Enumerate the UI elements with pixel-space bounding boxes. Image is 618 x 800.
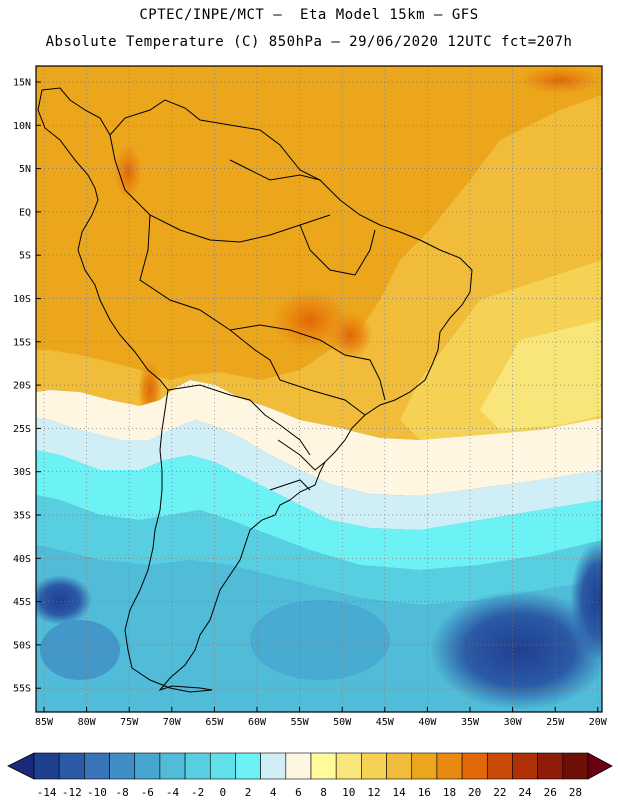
colorbar: -14 -12 -10 -8 -6 -4 -2 0 2 4 6 8 10 12 14 16 18 20 22 24 26… (7, 752, 613, 799)
colorbar-label: -10 (87, 786, 107, 799)
colorbar-high-arrow (587, 752, 613, 780)
colorbar-label: -14 (37, 786, 57, 799)
colorbar-swatch (235, 752, 261, 780)
lon-label: 25W (546, 717, 565, 728)
lat-label: 15N (13, 78, 31, 89)
lon-label: 55W (291, 717, 310, 728)
colorbar-label: -12 (62, 786, 82, 799)
chart-title-line-2: Absolute Temperature (C) 850hPa – 29/06/… (45, 34, 573, 50)
colorbar-swatch (512, 752, 538, 780)
colorbar-low-arrow (7, 752, 35, 780)
lat-label: 10N (13, 121, 31, 132)
lat-label: 10S (13, 294, 31, 305)
colorbar-label: 4 (270, 786, 277, 799)
lon-label: 45W (376, 717, 395, 728)
temperature-field (36, 66, 602, 712)
lon-label: 60W (248, 717, 267, 728)
plot-frame (35, 65, 603, 713)
colorbar-swatch (537, 752, 564, 780)
lat-label: 45S (13, 597, 31, 608)
colorbar-swatch (361, 752, 387, 780)
lon-label: 75W (120, 717, 139, 728)
colorbar-swatch (486, 752, 513, 780)
lon-label: 65W (205, 717, 224, 728)
colorbar-label: 0 (220, 786, 227, 799)
colorbar-label: 10 (342, 786, 355, 799)
lat-label: 30S (13, 467, 31, 478)
colorbar-label: 8 (320, 786, 327, 799)
colorbar-swatch (562, 752, 589, 780)
chart-title-line-1: CPTEC/INPE/MCT – Eta Model 15km – GFS (139, 7, 479, 23)
lat-label: EQ (19, 207, 31, 218)
colorbar-label: 2 (245, 786, 252, 799)
colorbar-swatch (33, 752, 60, 780)
colorbar-label: 16 (418, 786, 431, 799)
lon-label: 85W (35, 717, 54, 728)
lat-label: 25S (13, 424, 31, 435)
lon-label: 30W (504, 717, 523, 728)
lon-label: 20W (589, 717, 608, 728)
colorbar-label: 20 (468, 786, 481, 799)
coastline-and-borders (37, 87, 473, 693)
colorbar-swatch (386, 752, 413, 780)
colorbar-label: 6 (295, 786, 302, 799)
colorbar-swatch (134, 752, 161, 780)
colorbar-swatch (285, 752, 312, 780)
colorbar-swatch (411, 752, 438, 780)
colorbar-label: -8 (116, 786, 129, 799)
colorbar-label: -4 (166, 786, 180, 799)
lon-label: 70W (163, 717, 182, 728)
latitude-labels: 15N 10N 5N EQ 5S 10S 15S 20S 25S 30S 35S 40S 45S 50S 5… (13, 78, 41, 695)
colorbar-label: -6 (141, 786, 154, 799)
colorbar-swatch (436, 752, 463, 780)
lon-label: 50W (333, 717, 352, 728)
colorbar-label: 18 (443, 786, 456, 799)
colorbar-swatch (461, 752, 488, 780)
lat-label: 35S (13, 511, 31, 522)
colorbar-label: 28 (569, 786, 582, 799)
colorbar-label: 24 (518, 786, 532, 799)
colorbar-swatch (335, 752, 362, 780)
colorbar-label: 22 (493, 786, 506, 799)
lon-label: 35W (461, 717, 480, 728)
colorbar-label: 12 (367, 786, 380, 799)
colorbar-swatch (310, 752, 337, 780)
lat-label: 55S (13, 684, 31, 695)
colorbar-swatch (58, 752, 85, 780)
colorbar-swatch (84, 752, 110, 780)
colorbar-swatch (159, 752, 186, 780)
lat-label: 5N (19, 164, 31, 175)
colorbar-label: 14 (393, 786, 407, 799)
colorbar-swatch (260, 752, 287, 780)
lat-label: 20S (13, 381, 31, 392)
colorbar-swatch (109, 752, 136, 780)
colorbar-swatch (184, 752, 211, 780)
colorbar-swatch (209, 752, 236, 780)
lat-label: 50S (13, 640, 31, 651)
lat-label: 5S (19, 251, 31, 262)
colorbar-label: 26 (544, 786, 557, 799)
lat-label: 40S (13, 554, 31, 565)
colorbar-label: -2 (191, 786, 204, 799)
longitude-labels: 85W 80W 75W 70W 65W 60W 55W 50W 45W 40W 35W 30W 25W 2… (35, 707, 608, 728)
lon-label: 40W (418, 717, 437, 728)
lat-label: 15S (13, 337, 31, 348)
lon-label: 80W (78, 717, 97, 728)
